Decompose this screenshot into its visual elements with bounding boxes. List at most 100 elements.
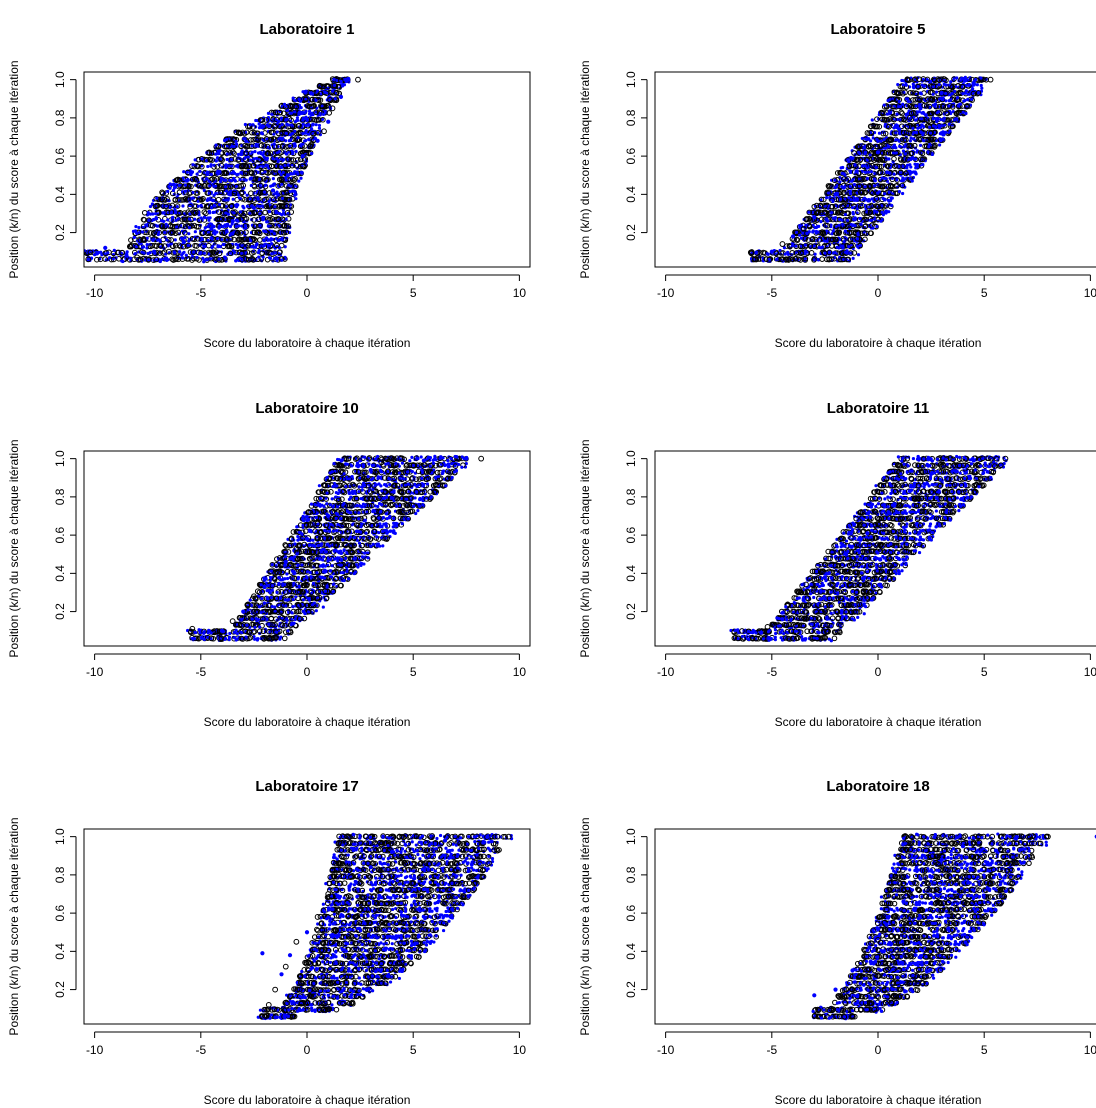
point-black [274,242,280,249]
point-blue [871,226,875,230]
x-tick-label: 5 [410,286,417,300]
point-black [794,230,800,236]
point-blue [887,190,891,194]
point-black [263,203,270,210]
point-blue [256,251,261,255]
point-black [219,229,225,236]
point-blue [281,208,286,212]
point-black [244,143,251,149]
point-blue [197,213,201,217]
point-blue [268,210,272,214]
point-blue [288,189,292,194]
point-black [251,209,258,216]
point-black [147,230,154,236]
point-blue [249,158,253,162]
point-blue [783,252,787,256]
point-black [882,130,889,137]
point-blue [883,146,887,150]
point-black [897,83,904,90]
point-black [266,169,273,175]
point-black [907,89,914,96]
point-blue [858,151,862,156]
point-black [898,109,904,115]
point-blue [188,212,192,216]
point-blue [191,190,195,195]
point-blue [307,132,311,136]
point-blue [108,256,112,260]
point-black [297,156,304,163]
point-blue [145,246,149,250]
point-black [157,242,164,249]
point-black [175,197,181,203]
point-black [176,189,183,196]
point-blue [841,222,845,227]
point-blue [209,226,214,231]
point-black [279,143,286,150]
point-black [218,156,225,162]
point-blue [858,243,863,248]
point-black [248,169,254,176]
point-blue [283,163,287,168]
point-blue [168,186,172,190]
point-black [793,236,800,243]
point-black [868,189,875,195]
point-black [156,250,163,256]
point-black [829,203,836,210]
point-black [239,250,245,257]
point-blue [244,178,248,182]
point-blue [937,83,941,87]
point-black [841,190,847,197]
point-black [261,143,267,149]
point-black [317,90,324,97]
point-black [249,250,255,256]
point-black [847,183,854,190]
point-black [223,237,229,243]
point-blue [166,189,170,193]
point-blue [171,215,175,219]
point-black [224,143,230,150]
point-blue [848,192,853,196]
point-blue [333,97,337,101]
point-blue [274,237,279,241]
point-black [317,83,324,89]
point-blue [315,138,320,143]
point-black [881,157,888,164]
point-black [825,190,832,196]
point-blue [229,232,233,236]
point-black [936,103,943,110]
point-black [874,116,880,122]
point-blue [203,226,207,230]
point-blue [825,239,829,243]
point-black [235,157,241,163]
point-black [802,235,809,242]
point-black [270,230,277,236]
point-blue [826,219,830,223]
point-blue [908,139,912,143]
point-blue [895,112,899,116]
point-blue [244,226,248,230]
point-black [878,163,885,170]
point-black [287,142,294,149]
point-black [269,215,276,222]
point-blue [834,204,838,208]
point-blue [223,185,228,189]
point-blue [980,86,984,90]
point-blue [950,91,954,96]
point-blue [236,193,240,197]
point-blue [816,258,820,262]
point-black [891,103,897,110]
point-blue [95,252,99,256]
point-black [249,129,255,136]
point-blue [825,229,829,233]
point-blue [871,146,875,151]
point-blue [819,219,823,224]
point-black [883,203,889,209]
point-blue [886,198,891,202]
point-blue [185,243,190,247]
point-blue [196,218,201,222]
point-blue [892,172,896,176]
point-blue [270,229,274,234]
point-blue [303,131,308,135]
